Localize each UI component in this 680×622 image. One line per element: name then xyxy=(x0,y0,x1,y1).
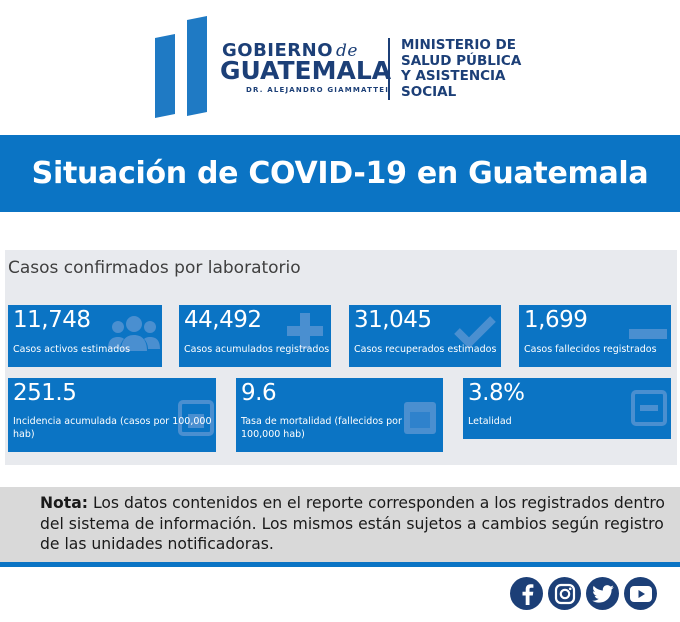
stat-value: 11,748 xyxy=(13,307,91,333)
stat-value: 1,699 xyxy=(524,307,588,333)
stat-label: Casos fallecidos registrados xyxy=(524,344,657,355)
minus-icon xyxy=(629,329,667,339)
ministry-name: MINISTERIO DE SALUD PÚBLICA Y ASISTENCIA… xyxy=(401,37,522,100)
title-band: Situación de COVID-19 en Guatemala xyxy=(0,135,680,212)
users-icon xyxy=(108,313,160,353)
panel-heading: Casos confirmados por laboratorio xyxy=(8,258,301,278)
stat-label: Letalidad xyxy=(468,416,512,427)
note-text: Los datos contenidos en el reporte corre… xyxy=(40,494,665,553)
stat-card-recovered: 31,045 Casos recuperados estimados xyxy=(349,305,501,367)
stat-value: 31,045 xyxy=(354,307,432,333)
stat-card-lethality: 3.8% Letalidad xyxy=(463,378,671,439)
youtube-icon[interactable] xyxy=(624,577,657,610)
instagram-icon[interactable] xyxy=(548,577,581,610)
calendar-box-icon xyxy=(402,400,438,438)
stat-card-incidence: 251.5 Incidencia acumulada (casos por 10… xyxy=(8,378,216,452)
stat-card-active: 11,748 Casos activos estimados xyxy=(8,305,162,367)
header: GOBIERNO de GUATEMALA DR. ALEJANDRO GIAMM… xyxy=(0,0,680,135)
minus-box-icon xyxy=(631,390,667,426)
page-title: Situación de COVID-19 en Guatemala xyxy=(31,156,649,191)
government-wordmark-line3: DR. ALEJANDRO GIAMMATTEI xyxy=(246,86,390,94)
stat-value: 3.8% xyxy=(468,380,525,406)
calendar-box-icon xyxy=(178,400,214,438)
stat-value: 44,492 xyxy=(184,307,262,333)
stat-label: Tasa de mortalidad (fallecidos por 100,0… xyxy=(241,416,402,440)
stat-label: Casos recuperados estimados xyxy=(354,344,497,355)
plus-icon xyxy=(287,313,323,349)
government-logo-icon xyxy=(155,16,207,118)
lab-cases-panel: Casos confirmados por laboratorio 11,748… xyxy=(5,250,677,465)
stat-value: 9.6 xyxy=(241,380,277,406)
stat-card-accumulated: 44,492 Casos acumulados registrados xyxy=(179,305,331,367)
facebook-icon[interactable] xyxy=(510,577,543,610)
government-wordmark-line2: GUATEMALA xyxy=(220,56,392,85)
note-lead: Nota: xyxy=(40,494,88,512)
header-divider xyxy=(388,38,390,100)
stat-label: Incidencia acumulada (casos por 100,000 … xyxy=(13,416,212,440)
stat-label: Casos activos estimados xyxy=(13,344,131,355)
disclaimer-note: Nota: Los datos contenidos en el reporte… xyxy=(0,487,680,567)
stat-label: Casos acumulados registrados xyxy=(184,344,330,355)
check-icon xyxy=(453,315,497,349)
stat-card-mortality: 9.6 Tasa de mortalidad (fallecidos por 1… xyxy=(236,378,443,452)
twitter-icon[interactable] xyxy=(586,577,619,610)
government-wordmark-line1: GOBIERNO de xyxy=(222,40,358,61)
stat-value: 251.5 xyxy=(13,380,77,406)
stat-card-deceased: 1,699 Casos fallecidos registrados xyxy=(519,305,671,367)
